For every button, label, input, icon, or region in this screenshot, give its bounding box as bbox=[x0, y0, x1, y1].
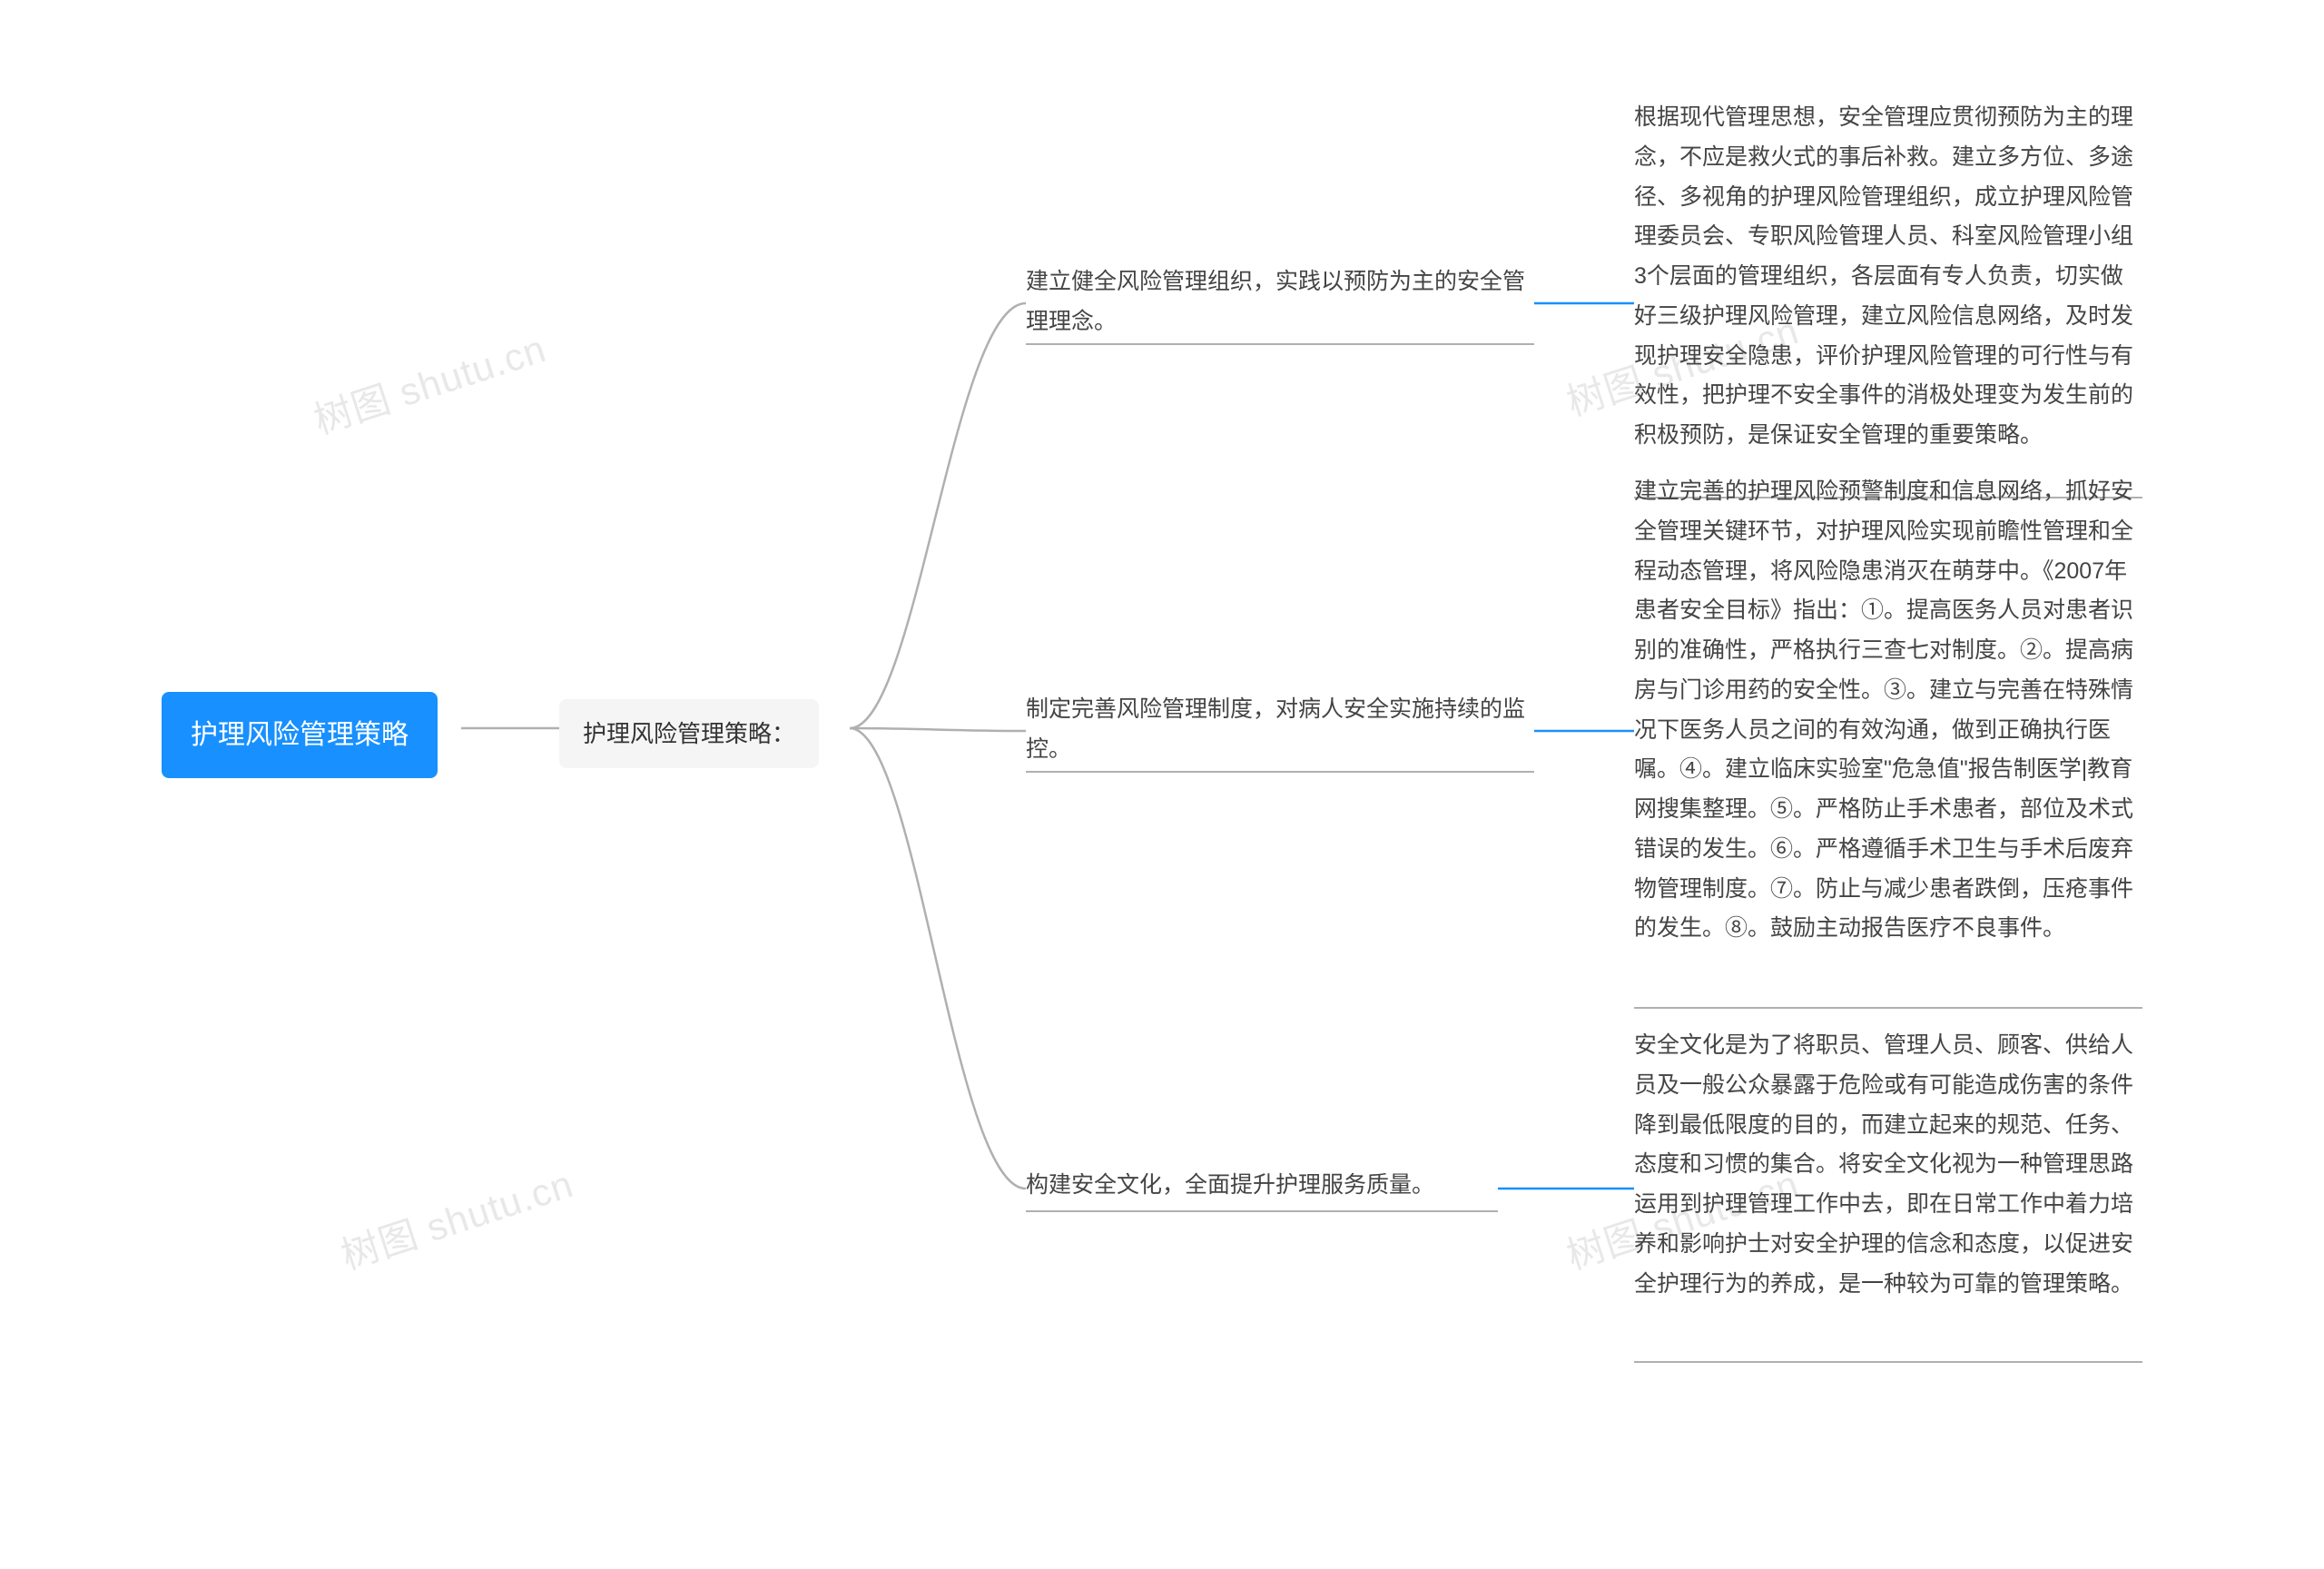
watermark: 树图 shutu.cn bbox=[333, 1153, 579, 1280]
branch-3-label[interactable]: 构建安全文化，全面提升护理服务质量。 bbox=[1026, 1166, 1498, 1206]
branch-1-label[interactable]: 建立健全风险管理组织，实践以预防为主的安全管理理念。 bbox=[1026, 262, 1534, 342]
mindmap-level1[interactable]: 护理风险管理策略： bbox=[559, 699, 819, 768]
watermark: 树图 shutu.cn bbox=[306, 318, 552, 445]
branch-2-label[interactable]: 制定完善风险管理制度，对病人安全实施持续的监控。 bbox=[1026, 690, 1534, 770]
branch-1-detail: 根据现代管理思想，安全管理应贯彻预防为主的理念，不应是救火式的事后补救。建立多方… bbox=[1634, 98, 2142, 456]
mindmap-root[interactable]: 护理风险管理策略 bbox=[162, 692, 438, 778]
branch-2-detail: 建立完善的护理风险预警制度和信息网络，抓好安全管理关键环节，对护理风险实现前瞻性… bbox=[1634, 472, 2142, 949]
branch-3-detail: 安全文化是为了将职员、管理人员、顾客、供给人员及一般公众暴露于危险或有可能造成伤… bbox=[1634, 1026, 2142, 1304]
